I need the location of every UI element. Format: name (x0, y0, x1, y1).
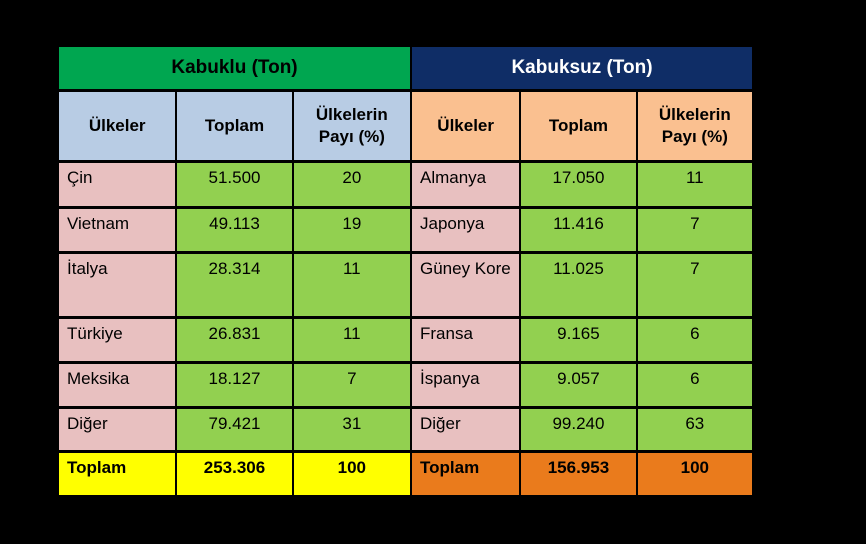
left-total: 79.421 (175, 406, 294, 453)
left-share: 11 (291, 251, 413, 319)
left-total-share: 100 (291, 450, 413, 498)
left-table-title: Kabuklu (Ton) (57, 44, 412, 92)
left-share: 7 (291, 361, 413, 409)
left-share: 31 (291, 406, 413, 453)
right-total: 9.057 (519, 361, 638, 409)
table-row: İtalya 28.314 11 Güney Kore 11.025 7 (56, 251, 755, 319)
left-country: Türkiye (56, 316, 178, 364)
table-row: Meksika 18.127 7 İspanya 9.057 6 (56, 361, 755, 409)
table-row: Vietnam 49.113 19 Japonya 11.416 7 (56, 206, 755, 254)
table-row: Diğer 79.421 31 Diğer 99.240 63 (56, 406, 755, 453)
left-country: Vietnam (56, 206, 178, 254)
right-total-label: Toplam (409, 450, 522, 498)
table-row: Türkiye 26.831 11 Fransa 9.165 6 (56, 316, 755, 364)
left-total-label: Toplam (56, 450, 178, 498)
left-country: Çin (56, 160, 178, 209)
left-header-share: Ülkelerin Payı (%) (291, 89, 413, 163)
nut-production-table: Kabuklu (Ton) Kabuksuz (Ton) Ülkeler Top… (56, 44, 755, 498)
right-share: 11 (635, 160, 755, 209)
left-country: Diğer (56, 406, 178, 453)
left-total: 28.314 (175, 251, 294, 319)
left-total-sum: 253.306 (175, 450, 294, 498)
left-header-total: Toplam (175, 89, 294, 163)
left-country: İtalya (56, 251, 178, 319)
left-share: 19 (291, 206, 413, 254)
left-country: Meksika (56, 361, 178, 409)
left-total: 26.831 (175, 316, 294, 364)
right-total: 11.416 (519, 206, 638, 254)
right-total: 99.240 (519, 406, 638, 453)
right-header-total: Toplam (519, 89, 638, 163)
right-total: 9.165 (519, 316, 638, 364)
right-header-share: Ülkelerin Payı (%) (635, 89, 755, 163)
right-table-title: Kabuksuz (Ton) (410, 44, 754, 92)
right-country: Güney Kore (409, 251, 522, 319)
right-country: İspanya (409, 361, 522, 409)
right-share: 63 (635, 406, 755, 453)
left-header-country: Ülkeler (56, 89, 178, 163)
right-share: 6 (635, 361, 755, 409)
right-country: Fransa (409, 316, 522, 364)
right-share: 6 (635, 316, 755, 364)
column-header-row: Ülkeler Toplam Ülkelerin Payı (%) Ülkele… (56, 89, 755, 163)
right-total-share: 100 (635, 450, 755, 498)
right-share: 7 (635, 251, 755, 319)
right-country: Japonya (409, 206, 522, 254)
right-share: 7 (635, 206, 755, 254)
left-total: 18.127 (175, 361, 294, 409)
right-country: Diğer (409, 406, 522, 453)
total-row: Toplam 253.306 100 Toplam 156.953 100 (56, 450, 755, 498)
table-row: Çin 51.500 20 Almanya 17.050 11 (56, 160, 755, 209)
right-total: 11.025 (519, 251, 638, 319)
right-country: Almanya (409, 160, 522, 209)
right-header-country: Ülkeler (409, 89, 522, 163)
left-total: 51.500 (175, 160, 294, 209)
band-header-row: Kabuklu (Ton) Kabuksuz (Ton) (57, 44, 754, 92)
right-total-sum: 156.953 (519, 450, 638, 498)
right-total: 17.050 (519, 160, 638, 209)
left-share: 11 (291, 316, 413, 364)
left-share: 20 (291, 160, 413, 209)
left-total: 49.113 (175, 206, 294, 254)
